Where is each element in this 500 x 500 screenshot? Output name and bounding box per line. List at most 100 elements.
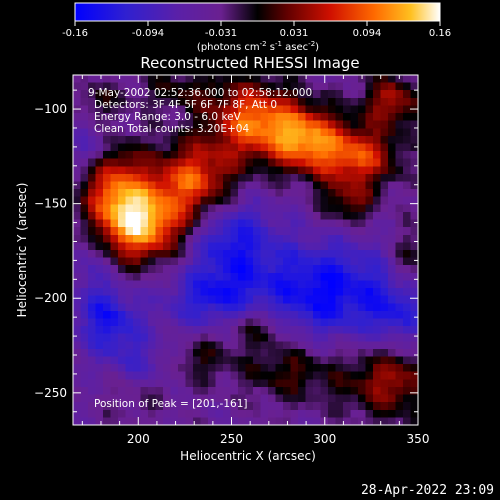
plot-timestamp: 28-Apr-2022 23:09 bbox=[360, 483, 494, 498]
heatmap-cell bbox=[223, 417, 231, 425]
heatmap-cell bbox=[328, 333, 336, 342]
heatmap-cell bbox=[208, 151, 216, 159]
heatmap-cell bbox=[373, 326, 381, 334]
heatmap-cell bbox=[320, 371, 329, 380]
heatmap-cell bbox=[335, 257, 344, 266]
heatmap-cell bbox=[350, 166, 359, 175]
heatmap-cell bbox=[268, 128, 276, 137]
heatmap-cell bbox=[328, 219, 336, 228]
heatmap-cell bbox=[80, 379, 89, 388]
heatmap-cell bbox=[320, 356, 329, 365]
heatmap-cell bbox=[215, 173, 224, 182]
heatmap-cell bbox=[80, 227, 89, 235]
heatmap-cell bbox=[230, 166, 239, 175]
heatmap-cell bbox=[410, 280, 418, 289]
heatmap-cell bbox=[133, 75, 141, 83]
heatmap-cell bbox=[178, 303, 186, 312]
heatmap-cell bbox=[185, 303, 194, 312]
heatmap-cell bbox=[200, 128, 209, 137]
heatmap-cell bbox=[403, 303, 411, 312]
heatmap-cell bbox=[275, 356, 284, 365]
heatmap-cell bbox=[163, 219, 171, 228]
heatmap-cell bbox=[320, 409, 329, 418]
heatmap-cell bbox=[403, 333, 411, 342]
heatmap-cell bbox=[335, 219, 344, 228]
heatmap-cell bbox=[358, 333, 366, 342]
heatmap-cell bbox=[103, 143, 111, 152]
heatmap-cell bbox=[410, 250, 418, 258]
heatmap-cell bbox=[380, 417, 389, 425]
heatmap-cell bbox=[163, 417, 171, 425]
heatmap-cell bbox=[328, 265, 336, 274]
heatmap-cell bbox=[80, 219, 89, 228]
heatmap-cell bbox=[403, 250, 411, 258]
heatmap-cell bbox=[103, 234, 111, 243]
heatmap-cell bbox=[275, 219, 284, 228]
heatmap-cell bbox=[358, 189, 366, 197]
heatmap-cell bbox=[343, 402, 351, 410]
heatmap-cell bbox=[328, 348, 336, 357]
heatmap-cell bbox=[290, 295, 299, 304]
heatmap-cell bbox=[380, 356, 389, 365]
heatmap-cell bbox=[245, 113, 254, 121]
heatmap-cell bbox=[80, 402, 89, 410]
heatmap-cell bbox=[208, 120, 216, 129]
heatmap-cell bbox=[365, 356, 374, 365]
heatmap-cell bbox=[388, 341, 396, 350]
heatmap-cell bbox=[253, 348, 261, 357]
heatmap-cell bbox=[275, 341, 284, 350]
heatmap-cell bbox=[253, 409, 261, 418]
heatmap-cell bbox=[245, 356, 254, 365]
heatmap-cell bbox=[373, 158, 381, 167]
heatmap-cell bbox=[125, 120, 134, 129]
heatmap-cell bbox=[403, 417, 411, 425]
heatmap-cell bbox=[260, 272, 269, 281]
heatmap-cell bbox=[170, 303, 179, 312]
heatmap-cell bbox=[373, 364, 381, 372]
heatmap-cell bbox=[410, 288, 418, 296]
heatmap-cell bbox=[268, 166, 276, 175]
heatmap-cell bbox=[388, 219, 396, 228]
heatmap-cell bbox=[350, 143, 359, 152]
heatmap-cell bbox=[290, 333, 299, 342]
heatmap-cell bbox=[410, 364, 418, 372]
heatmap-cell bbox=[313, 82, 321, 91]
heatmap-cell bbox=[133, 272, 141, 281]
heatmap-cell bbox=[320, 105, 329, 114]
heatmap-cell bbox=[305, 310, 314, 319]
heatmap-cell bbox=[253, 303, 261, 312]
heatmap-cell bbox=[268, 295, 276, 304]
heatmap-cell bbox=[380, 120, 389, 129]
heatmap-cell bbox=[208, 386, 216, 395]
heatmap-cell bbox=[230, 128, 239, 137]
heatmap-cell bbox=[275, 113, 284, 121]
x-tick-label: 300 bbox=[313, 432, 336, 446]
heatmap-cell bbox=[290, 310, 299, 319]
heatmap-cell bbox=[80, 364, 89, 372]
heatmap-cell bbox=[395, 113, 404, 121]
heatmap-cell bbox=[80, 257, 89, 266]
heatmap-cell bbox=[223, 105, 231, 114]
heatmap-cell bbox=[223, 135, 231, 144]
heatmap-cell bbox=[178, 341, 186, 350]
heatmap-cell bbox=[298, 227, 306, 235]
heatmap-cell bbox=[178, 379, 186, 388]
heatmap-cell bbox=[185, 135, 194, 144]
heatmap-cell bbox=[178, 234, 186, 243]
heatmap-cell bbox=[118, 394, 126, 403]
heatmap-cell bbox=[230, 386, 239, 395]
heatmap-cell bbox=[245, 333, 254, 342]
heatmap-cell bbox=[140, 227, 149, 235]
heatmap-cell bbox=[395, 386, 404, 395]
heatmap-cell bbox=[95, 326, 104, 334]
heatmap-cell bbox=[230, 173, 239, 182]
heatmap-cell bbox=[373, 417, 381, 425]
heatmap-cell bbox=[335, 234, 344, 243]
heatmap-cell bbox=[140, 341, 149, 350]
heatmap-cell bbox=[125, 272, 134, 281]
heatmap-cell bbox=[328, 135, 336, 144]
heatmap-cell bbox=[313, 386, 321, 395]
heatmap-cell bbox=[380, 310, 389, 319]
heatmap-cell bbox=[275, 257, 284, 266]
heatmap-cell bbox=[253, 128, 261, 137]
